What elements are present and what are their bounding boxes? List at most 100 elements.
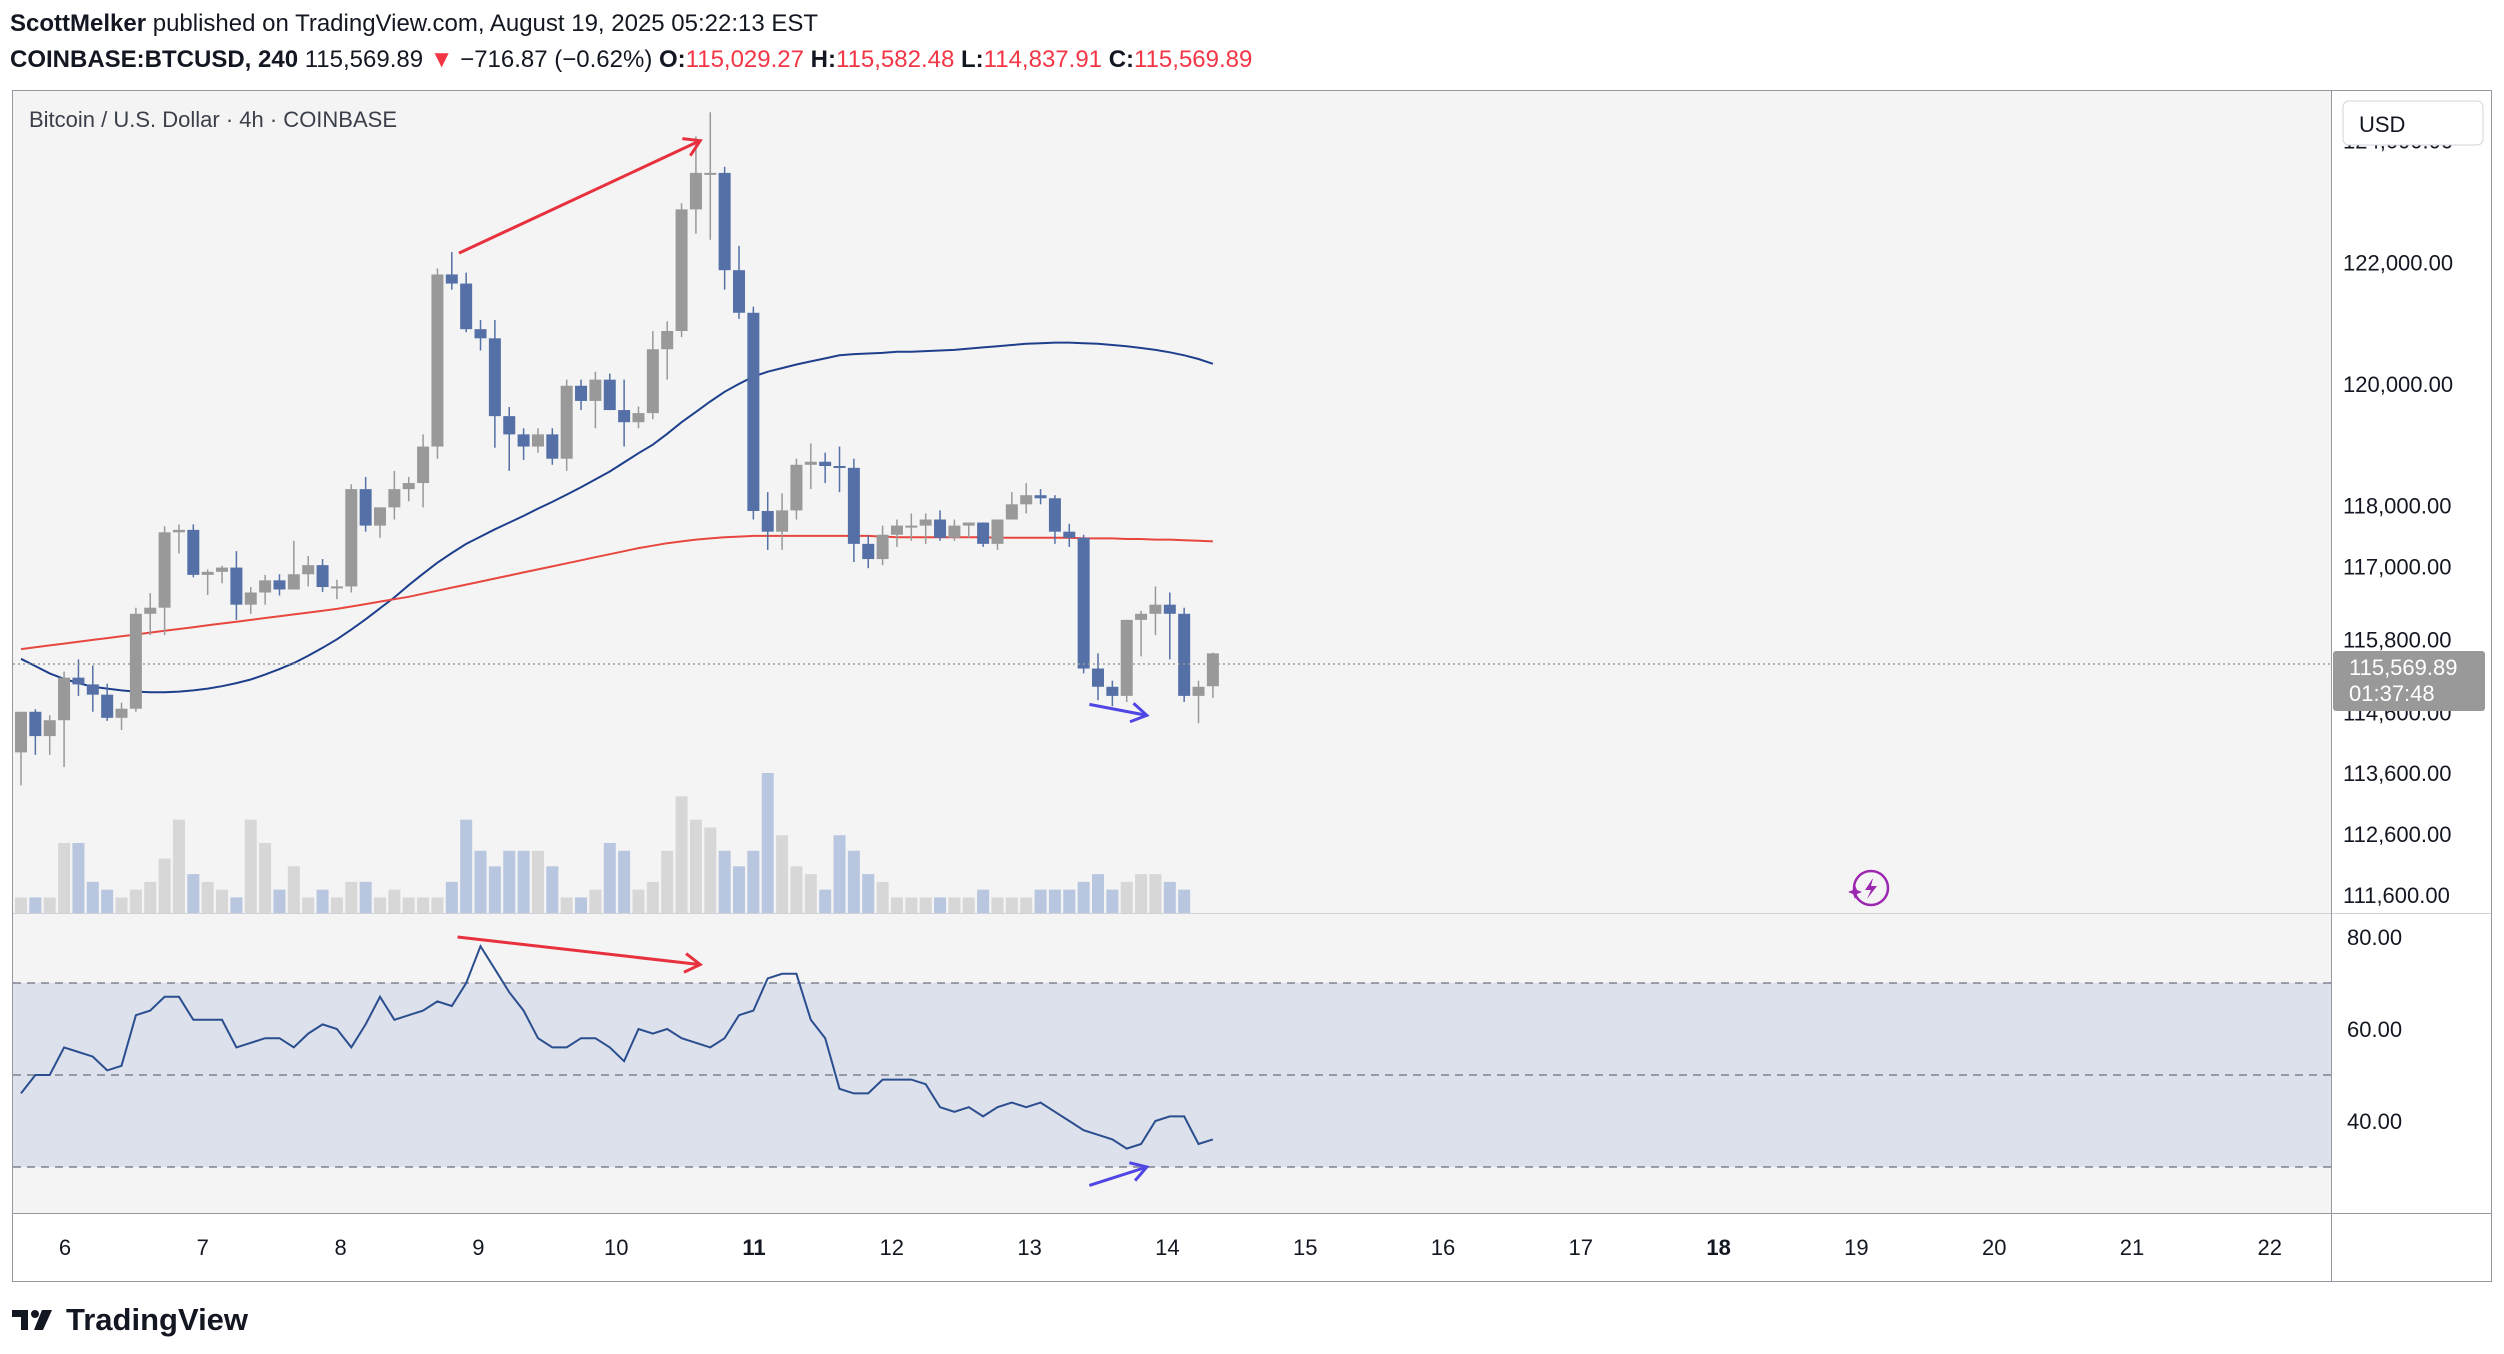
volume-bar [661, 850, 674, 913]
candle-body [72, 677, 85, 685]
candle-body [359, 489, 372, 526]
volume-bar [905, 897, 918, 913]
price-tick-label: 118,000.00 [2343, 494, 2451, 519]
volume-bar [517, 850, 530, 913]
candles[interactable] [15, 112, 1219, 786]
candle-body [1063, 531, 1076, 538]
candle [259, 574, 272, 605]
candle-body [172, 529, 185, 533]
volume-bar [58, 843, 71, 913]
candle [661, 321, 674, 380]
alert-bolt-icon[interactable] [1848, 869, 1890, 907]
rsi-band [13, 983, 2331, 1167]
author-name[interactable]: ScottMelker [10, 10, 147, 37]
volume-bar [1020, 897, 1033, 913]
candle [675, 203, 688, 338]
time-tick-label: 21 [2120, 1235, 2144, 1260]
symbol-label: COINBASE:BTCUSD, 240 [10, 46, 299, 73]
candle-body [230, 567, 243, 605]
candle-body [259, 580, 272, 593]
symbol-line: COINBASE:BTCUSD, 240 115,569.89 ▼ −716.8… [10, 42, 2490, 78]
candle [187, 524, 200, 578]
time-tick-label: 22 [2258, 1235, 2282, 1260]
candle [1206, 652, 1219, 698]
candle [733, 245, 745, 319]
candle-body [431, 274, 444, 447]
candle [1092, 653, 1104, 701]
candle [833, 446, 846, 493]
volume-bar [948, 897, 961, 913]
volume-bar [316, 889, 329, 913]
volume-bar [402, 897, 415, 913]
candle-body [948, 525, 961, 538]
volume-bar [388, 889, 401, 913]
volume-bar [531, 850, 544, 913]
candle [503, 407, 516, 471]
volume-bar [575, 897, 588, 913]
candle [1048, 495, 1061, 544]
candle [618, 379, 631, 447]
time-tick-label: 12 [880, 1235, 904, 1260]
candle [43, 715, 56, 755]
volume-bar [1178, 889, 1191, 913]
volume-bar [1120, 881, 1133, 913]
time-tick-label: 6 [59, 1235, 71, 1260]
volume-bar [646, 881, 659, 913]
low-label: L: [961, 46, 984, 73]
candle-body [1135, 613, 1148, 620]
volume-bar [1092, 874, 1104, 913]
volume-bar [919, 897, 932, 913]
candle-body [273, 580, 286, 590]
brand-name[interactable]: TradingView [66, 1302, 249, 1337]
volume-bar [1106, 889, 1119, 913]
volume-bar [819, 889, 832, 913]
volume-bar [962, 897, 975, 913]
candle [1077, 534, 1090, 674]
volume-bar [675, 796, 688, 913]
time-axis[interactable]: 6 7 8 9 10 11 12 13 14 15 16 17 18 19 20 21 22 [59, 1235, 2282, 1260]
divergence-annotations[interactable] [457, 137, 1150, 1187]
low-value: 114,837.91 [983, 46, 1103, 73]
candle [905, 513, 918, 541]
volume-bar [589, 889, 602, 913]
candle [603, 373, 616, 411]
candle-body [761, 511, 774, 532]
volume-bar [330, 897, 343, 913]
candle-body [661, 331, 674, 350]
chart-header: ScottMelker published on TradingView.com… [10, 6, 2490, 78]
volume-bar [129, 889, 142, 913]
chart-frame[interactable]: 124,000.00122,000.00120,000.00118,000.00… [12, 90, 2492, 1282]
rsi-line [20, 943, 1214, 1150]
candle [991, 519, 1004, 550]
candle [460, 272, 473, 333]
tradingview-logo-icon[interactable] [12, 1308, 58, 1332]
candle-body [847, 467, 860, 544]
candle-body [1077, 537, 1090, 669]
price-tick-label: 117,000.00 [2343, 554, 2451, 579]
currency-button[interactable]: USD [2342, 100, 2484, 146]
candle [1149, 586, 1162, 636]
volume-bar [1063, 889, 1076, 913]
chart-canvas[interactable]: 124,000.00122,000.00120,000.00118,000.00… [13, 91, 2491, 1281]
time-tick-label: 16 [1431, 1235, 1455, 1260]
time-tick-label: 11 [742, 1235, 765, 1260]
volume-bar [833, 835, 846, 913]
volume-bar [259, 843, 272, 913]
rsi-tick-label: 40.00 [2347, 1109, 2402, 1134]
rsi-divergence-red-arrow-shaft [457, 935, 701, 967]
volume-bar [503, 850, 516, 913]
volume-bar [187, 874, 200, 913]
open-label: O: [658, 46, 686, 73]
candle [560, 379, 573, 471]
price-axis[interactable]: 124,000.00122,000.00120,000.00118,000.00… [2343, 129, 2453, 1134]
volume-bar [847, 850, 860, 913]
volume-bar [15, 897, 27, 913]
candle [1178, 607, 1191, 702]
candle-body [905, 525, 918, 528]
volume-bar [72, 843, 85, 913]
candle [488, 320, 501, 448]
time-tick-label: 17 [1569, 1235, 1593, 1260]
volume-bar [776, 835, 789, 913]
candle [862, 535, 875, 569]
volume-bar [115, 897, 128, 913]
